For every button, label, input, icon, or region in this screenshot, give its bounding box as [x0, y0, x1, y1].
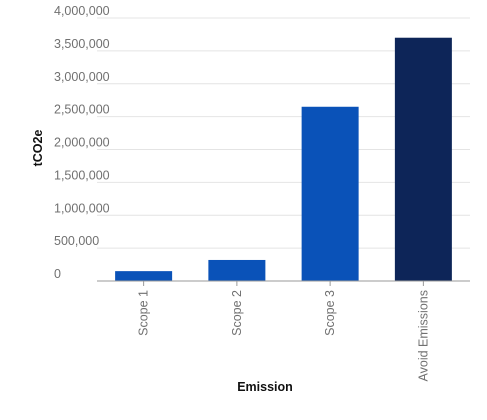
y-tick-label: 3,000,000 — [54, 70, 110, 84]
y-tick-label: 2,000,000 — [54, 136, 110, 150]
x-category-label: Scope 1 — [137, 290, 151, 336]
bar-avoid-emissions[interactable] — [394, 37, 452, 281]
x-category-label: Avoid Emissions — [416, 290, 430, 381]
x-axis-title: Emission — [237, 380, 293, 394]
y-tick-label: 2,500,000 — [54, 103, 110, 117]
x-category-label: Scope 2 — [230, 290, 244, 336]
bar-scope-3[interactable] — [301, 106, 359, 281]
gridlines — [97, 17, 470, 249]
bar-scope-2[interactable] — [208, 259, 266, 281]
y-axis-title: tCO2e — [31, 130, 45, 167]
y-tick-label: 4,000,000 — [54, 4, 110, 18]
y-tick-label: 500,000 — [54, 234, 99, 248]
bar-scope-1[interactable] — [115, 271, 173, 281]
axes: 0 500,000 1,000,000 1,500,000 2,000,000 2,500… — [54, 4, 470, 381]
y-tick-label: 0 — [54, 267, 61, 281]
y-tick-label: 3,500,000 — [54, 37, 110, 51]
y-tick-label: 1,000,000 — [54, 201, 110, 215]
bars — [115, 37, 452, 281]
y-tick-label: 1,500,000 — [54, 168, 110, 182]
x-category-label: Scope 3 — [323, 290, 337, 336]
